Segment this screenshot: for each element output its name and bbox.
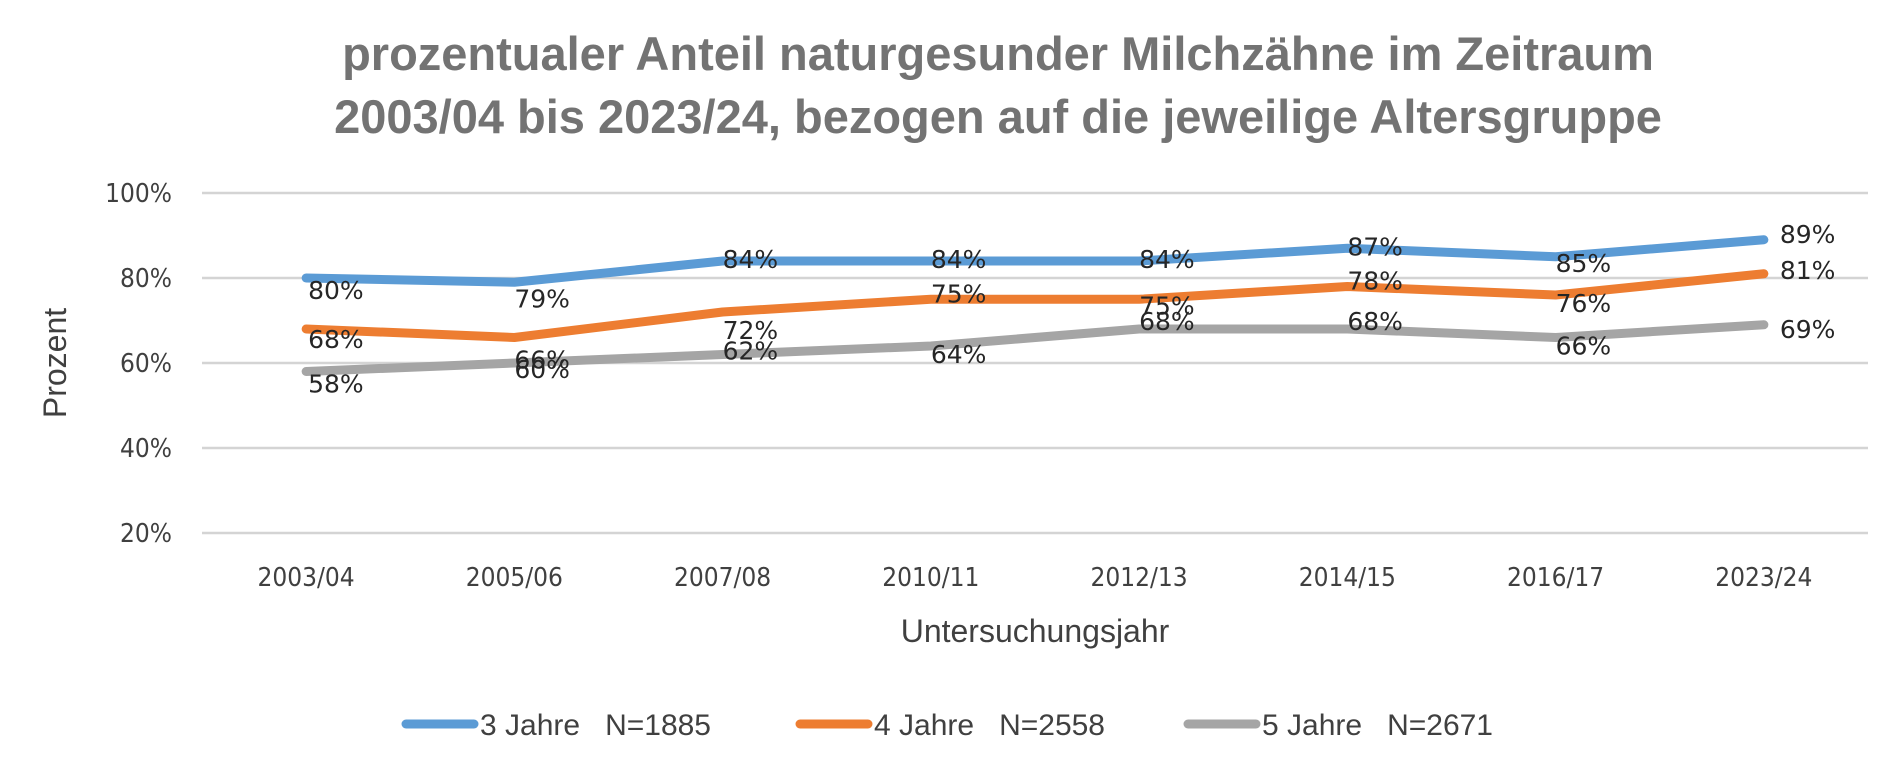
data-label: 87% — [1347, 232, 1403, 261]
data-label: 79% — [514, 284, 570, 313]
data-label: 80% — [308, 276, 364, 305]
x-tick-label: 2005/06 — [466, 563, 563, 593]
data-label: 89% — [1780, 220, 1836, 249]
legend-label: 3 Jahre N=1885 — [480, 709, 711, 742]
data-label: 78% — [1347, 267, 1403, 296]
y-axis-title: Prozent — [37, 308, 73, 418]
y-tick-label: 60% — [120, 349, 172, 379]
y-tick-label: 100% — [105, 179, 172, 209]
data-label: 84% — [931, 245, 987, 274]
data-label: 69% — [1780, 315, 1836, 344]
data-label: 62% — [723, 337, 779, 366]
x-tick-label: 2007/08 — [674, 563, 771, 593]
x-tick-label: 2010/11 — [882, 563, 979, 593]
x-axis-ticks: 2003/04 2005/06 2007/08 2010/11 2012/13 2014/… — [258, 563, 1813, 593]
legend-label: 5 Jahre N=2671 — [1262, 709, 1493, 742]
x-axis-title: Untersuchungsjahr — [901, 613, 1170, 649]
data-label: 60% — [514, 355, 570, 384]
series-line-4-jahre — [301, 269, 1769, 342]
series-line-5-jahre — [301, 320, 1769, 376]
x-tick-label: 2016/17 — [1507, 563, 1604, 593]
data-label: 68% — [1347, 307, 1403, 336]
data-label: 68% — [308, 325, 364, 354]
data-label: 58% — [308, 370, 364, 399]
x-tick-label: 2023/24 — [1715, 563, 1812, 593]
data-label: 75% — [931, 279, 987, 308]
data-label: 85% — [1556, 249, 1612, 278]
data-labels: 80% 79% 84% 84% 84% 87% 85% 89% 68% 66% 72% 75% 75% 7… — [308, 220, 1835, 399]
chart-title-line-2: 2003/04 bis 2023/24, bezogen auf die jew… — [334, 90, 1662, 143]
data-label: 66% — [514, 346, 570, 375]
series-lines — [301, 235, 1769, 376]
y-axis-ticks: 100% 80% 60% 40% 20% — [105, 179, 172, 549]
x-tick-label: 2014/15 — [1299, 563, 1396, 593]
data-label: 72% — [723, 316, 779, 345]
x-tick-label: 2012/13 — [1091, 563, 1188, 593]
y-tick-label: 20% — [120, 519, 172, 549]
data-label: 84% — [723, 245, 779, 274]
data-label: 84% — [1139, 245, 1195, 274]
data-label: 64% — [931, 340, 987, 369]
chart-title-line-1: prozentualer Anteil naturgesunder Milchz… — [342, 27, 1654, 80]
data-label: 76% — [1556, 289, 1612, 318]
y-tick-label: 40% — [120, 434, 172, 464]
data-label: 75% — [1139, 291, 1195, 320]
data-label: 68% — [1139, 307, 1195, 336]
y-tick-label: 80% — [120, 264, 172, 294]
legend: 3 Jahre N=1885 4 Jahre N=2558 5 Jahre N=26… — [401, 709, 1493, 742]
x-tick-label: 2003/04 — [258, 563, 355, 593]
data-label: 81% — [1780, 256, 1836, 285]
series-line-3-jahre — [301, 235, 1769, 287]
legend-label: 4 Jahre N=2558 — [874, 709, 1105, 742]
data-label: 66% — [1556, 332, 1612, 361]
